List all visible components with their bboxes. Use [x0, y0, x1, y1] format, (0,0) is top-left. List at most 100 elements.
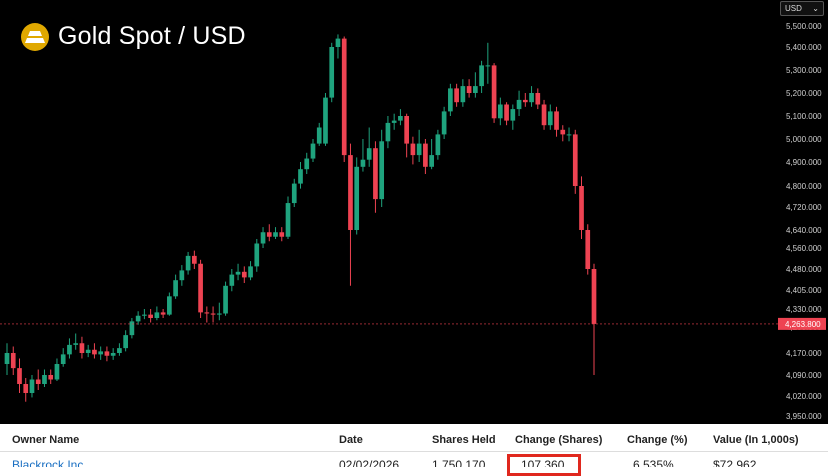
- ownership-table: Owner Name Date Shares Held Change (Shar…: [0, 424, 828, 467]
- candle-body: [579, 186, 584, 230]
- candle-body: [410, 143, 416, 156]
- candle-body: [560, 129, 566, 135]
- candle: [454, 83, 459, 107]
- candle: [235, 263, 241, 281]
- table-row: Blackrock Inc. 02/02/2026 1,750,170 107,…: [0, 458, 828, 467]
- candle: [10, 346, 16, 375]
- candle-body: [148, 314, 153, 318]
- candle: [541, 99, 547, 130]
- candle: [366, 127, 372, 167]
- candle-body: [60, 354, 66, 364]
- candle: [291, 178, 297, 207]
- header-shares-held[interactable]: Shares Held: [432, 434, 496, 446]
- candle-body: [572, 134, 578, 186]
- candle-body: [360, 159, 366, 167]
- candle: [173, 274, 178, 299]
- candle-body: [92, 349, 97, 355]
- candle: [572, 129, 578, 194]
- y-tick-label: 5,000.000: [786, 135, 822, 144]
- candle-body: [48, 375, 54, 380]
- candle: [248, 261, 253, 281]
- candle: [423, 139, 428, 174]
- candle-body: [67, 344, 72, 355]
- candle-body: [516, 99, 522, 110]
- y-tick-label: 4,330.000: [786, 305, 822, 314]
- candle-body: [273, 232, 278, 237]
- candle: [429, 139, 434, 170]
- candle: [460, 79, 466, 107]
- candle: [448, 83, 453, 116]
- candle-body: [522, 99, 528, 103]
- candle-body: [210, 313, 216, 315]
- row-date: 02/02/2026: [339, 458, 400, 467]
- candle: [110, 348, 116, 360]
- candle: [229, 269, 235, 292]
- candle-body: [541, 104, 547, 126]
- candle: [310, 139, 316, 162]
- header-value[interactable]: Value (In 1,000s): [713, 434, 799, 446]
- candlestick-chart: 5,500.000 5,400.000 5,300.000 5,200.000 5,10…: [0, 22, 826, 421]
- candle: [204, 306, 210, 323]
- row-change-shares: 107,360: [521, 458, 565, 467]
- candle: [60, 348, 66, 367]
- candle: [4, 343, 10, 375]
- candle: [441, 106, 447, 139]
- candle-body: [373, 148, 378, 200]
- candle-body: [204, 312, 210, 314]
- candle: [323, 93, 328, 146]
- candle: [385, 116, 391, 149]
- chart-area: 5,500.000 5,400.000 5,300.000 5,200.000 5,10…: [0, 0, 828, 424]
- candle-body: [173, 280, 178, 297]
- header-change-pct[interactable]: Change (%): [627, 434, 688, 446]
- header-change-shares[interactable]: Change (Shares): [515, 434, 603, 446]
- candle: [285, 196, 291, 239]
- candle-body: [379, 141, 385, 200]
- candle: [329, 42, 335, 103]
- row-shares-held: 1,750,170: [432, 458, 486, 467]
- row-value: $72,962: [713, 458, 757, 467]
- candle-body: [441, 111, 447, 135]
- y-tick-label: 4,170.000: [786, 349, 822, 358]
- price-marker: 4,263.800: [778, 317, 826, 330]
- y-tick-label: 4,090.000: [786, 371, 822, 380]
- candle: [360, 139, 366, 172]
- candle: [566, 127, 572, 142]
- candle-body: [216, 313, 222, 315]
- candle-body: [348, 155, 353, 230]
- candle-body: [98, 351, 104, 355]
- candle: [348, 143, 353, 286]
- candle-body: [223, 285, 228, 314]
- candle: [535, 88, 541, 110]
- candle: [479, 60, 484, 93]
- y-tick-label: 4,640.000: [786, 226, 822, 235]
- candle: [560, 125, 566, 142]
- currency-select[interactable]: USD ⌄: [780, 1, 824, 16]
- candle-body: [485, 65, 491, 67]
- candle: [466, 79, 472, 98]
- owner-link[interactable]: Blackrock Inc.: [12, 458, 87, 467]
- candle-body: [304, 158, 310, 170]
- candle-body: [79, 343, 85, 353]
- candle: [391, 113, 397, 130]
- candle: [123, 330, 128, 352]
- candle: [160, 309, 166, 318]
- row-change-pct: 6.535%: [633, 458, 674, 467]
- currency-select-value: USD: [785, 4, 802, 13]
- candle-body: [142, 314, 147, 316]
- candle: [504, 102, 509, 126]
- candle-body: [404, 116, 410, 144]
- candle-body: [185, 255, 191, 271]
- candle: [129, 318, 135, 339]
- header-owner-name[interactable]: Owner Name: [12, 434, 80, 446]
- candle: [529, 86, 534, 107]
- candle-body: [241, 271, 247, 278]
- candle-body: [23, 384, 29, 393]
- y-tick-label: 4,720.000: [786, 203, 822, 212]
- candle: [298, 162, 303, 189]
- candle-body: [298, 169, 303, 184]
- candle: [316, 122, 322, 146]
- candle: [435, 129, 441, 160]
- header-date[interactable]: Date: [339, 434, 363, 446]
- candle-body: [17, 368, 22, 384]
- candle: [104, 346, 110, 362]
